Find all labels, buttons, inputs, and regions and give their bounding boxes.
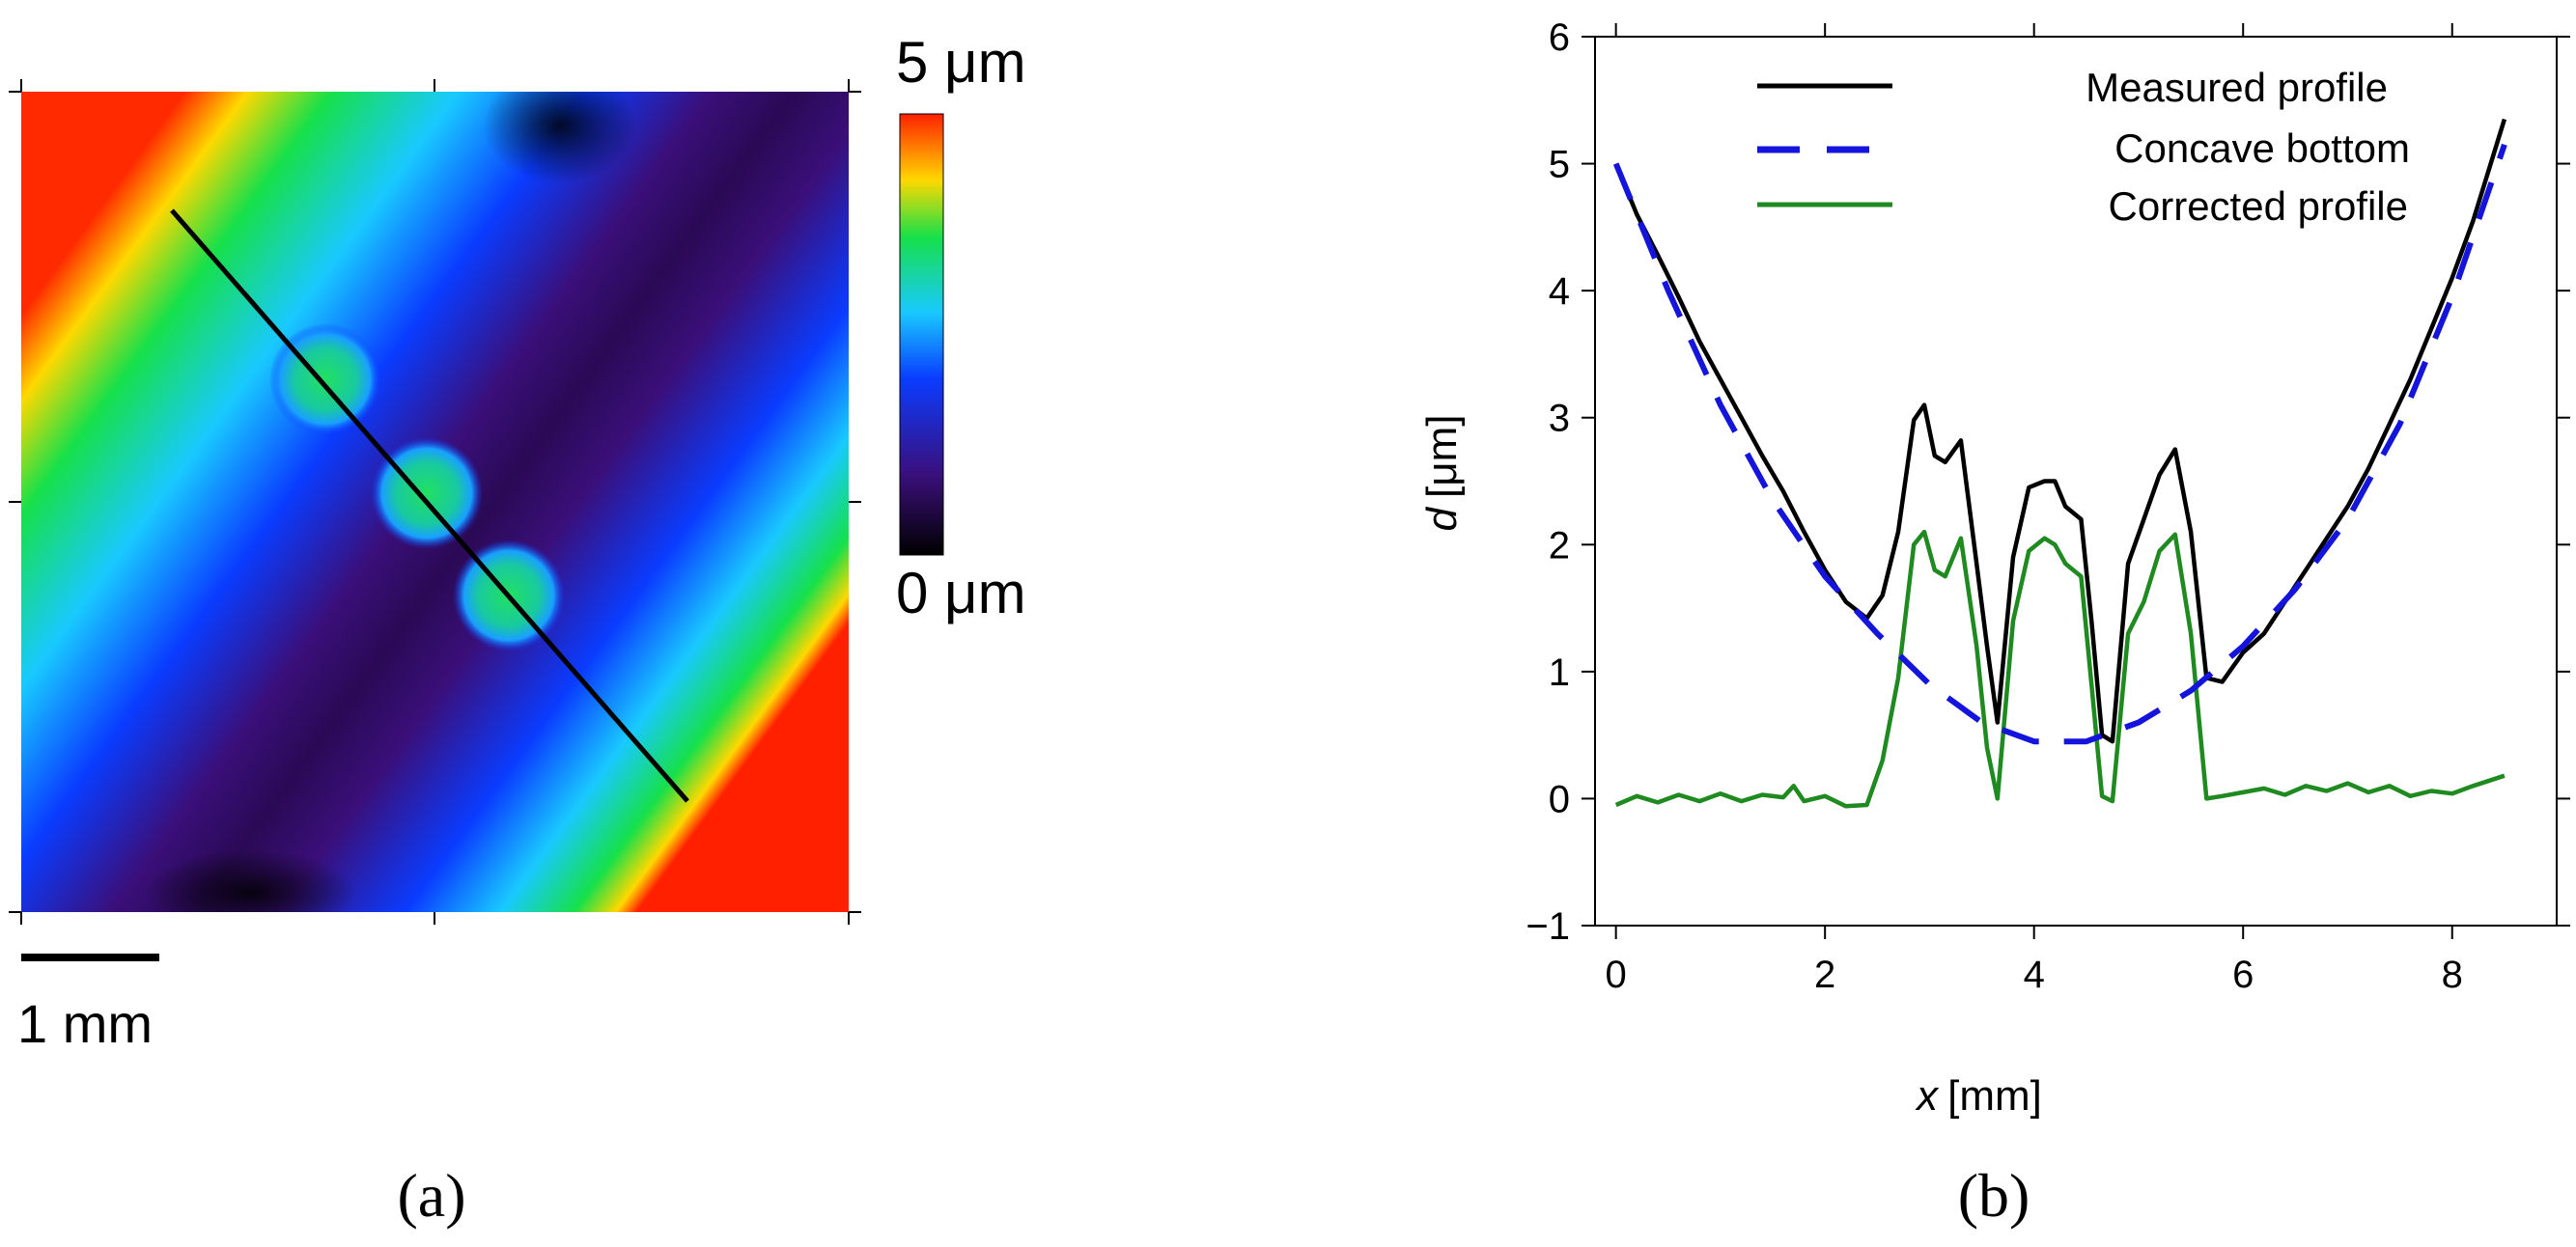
panel-a-label: (a) (397, 1161, 465, 1230)
x-tick-label: 0 (1606, 954, 1627, 996)
x-tick-labels: 0 2 4 6 8 (1606, 954, 2463, 996)
y-tick-label: 4 (1549, 270, 1570, 313)
dark-region-top (483, 92, 637, 183)
series-measured-profile (1613, 118, 2507, 744)
x-tick-label: 4 (2024, 954, 2045, 996)
map-frame-ticks (9, 79, 861, 925)
legend-label-measured: Measured profile (2086, 65, 2388, 110)
height-map (21, 92, 849, 912)
colorbar (899, 113, 944, 556)
legend-label-corrected: Corrected profile (2109, 183, 2408, 229)
scale-bar-label: 1 mm (17, 993, 153, 1054)
x-tick-label: 2 (1814, 954, 1835, 996)
y-axis-var: d (1418, 506, 1466, 531)
y-tick-label: 2 (1549, 524, 1570, 567)
x-axis-var: x (1915, 1072, 1940, 1120)
y-axis-label: d [μm] (1418, 415, 1466, 532)
legend-label-concave: Concave bottom (2114, 125, 2410, 171)
colorbar-max-label: 5 μm (896, 30, 1026, 95)
axis-ticks (1582, 23, 2570, 939)
x-axis-label: x [mm] (1915, 1072, 2042, 1120)
plot-frame (1594, 36, 2558, 927)
series-concave-bottom (1612, 143, 2507, 745)
y-tick-label: 3 (1549, 398, 1570, 440)
y-tick-labels: −1 0 1 2 3 4 5 6 (1526, 16, 1570, 948)
y-tick-label: 6 (1549, 16, 1570, 59)
panel-b-label: (b) (1958, 1161, 2030, 1230)
series-corrected-profile (1614, 529, 2506, 809)
y-tick-label: 1 (1549, 651, 1570, 694)
colorbar-min-label: 0 μm (896, 561, 1026, 625)
y-axis-unit: [μm] (1418, 415, 1466, 498)
series-layer (1612, 118, 2507, 809)
y-tick-label: −1 (1526, 905, 1570, 948)
y-tick-label: 0 (1549, 778, 1570, 820)
spot-2 (371, 437, 483, 549)
x-tick-label: 8 (2442, 954, 2463, 996)
y-tick-label: 5 (1549, 144, 1570, 186)
profile-line (170, 208, 689, 803)
dark-region-bottom (145, 849, 357, 912)
legend: Measured profile Concave bottom Correcte… (1757, 65, 2410, 229)
x-tick-label: 6 (2232, 954, 2254, 996)
x-axis-unit: [mm] (1947, 1072, 2042, 1120)
